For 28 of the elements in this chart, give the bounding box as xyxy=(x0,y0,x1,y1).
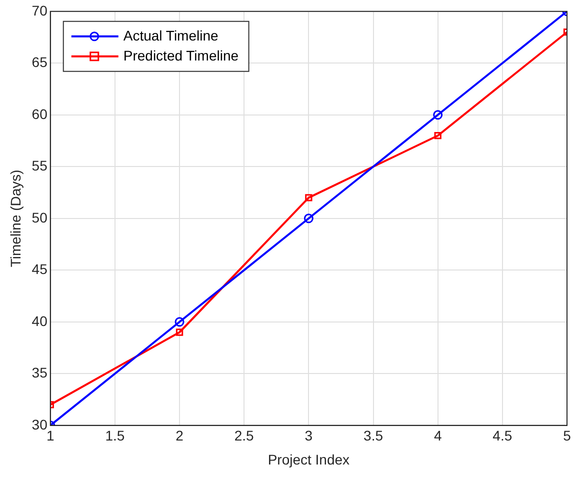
x-tick-label: 1 xyxy=(46,428,54,444)
y-tick-label: 70 xyxy=(32,2,48,18)
y-axis-title: Timeline (Days) xyxy=(7,170,24,268)
y-tick-label: 30 xyxy=(32,416,48,432)
point xyxy=(434,132,442,140)
y-tick-label: 60 xyxy=(32,106,48,122)
legend-label: Actual Timeline xyxy=(123,27,219,44)
x-tick-label: 2 xyxy=(176,428,184,444)
x-tick-label: 5 xyxy=(563,428,572,444)
legend-label: Predicted Timeline xyxy=(123,47,239,64)
y-tick-label: 50 xyxy=(32,209,48,226)
point xyxy=(305,194,312,202)
y-tick-label: 55 xyxy=(32,158,48,174)
x-tick-label: 3 xyxy=(304,428,313,444)
y-tick-label: 40 xyxy=(32,312,48,329)
y-tick-label: 45 xyxy=(32,261,48,278)
point xyxy=(433,110,443,120)
x-tick-label: 4 xyxy=(434,428,442,444)
y-tick-label: 35 xyxy=(32,364,48,381)
x-axis-title: Project Index xyxy=(268,451,350,468)
point xyxy=(176,328,184,336)
x-tick-label: 2.5 xyxy=(234,428,254,444)
point xyxy=(174,317,184,327)
x-tick-label: 3.5 xyxy=(364,428,384,444)
x-tick-label: 4.5 xyxy=(492,428,512,444)
y-tick-label: 65 xyxy=(32,54,48,70)
point xyxy=(304,214,314,224)
x-tick-label: 1.5 xyxy=(105,428,125,444)
